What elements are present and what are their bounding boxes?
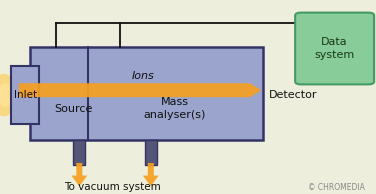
Text: To vacuum system: To vacuum system xyxy=(64,182,161,192)
Text: Mass
analyser(s): Mass analyser(s) xyxy=(144,97,206,120)
FancyArrow shape xyxy=(143,163,159,186)
Text: Inlet: Inlet xyxy=(14,90,37,100)
FancyArrow shape xyxy=(19,83,261,97)
FancyArrow shape xyxy=(71,163,87,186)
FancyBboxPatch shape xyxy=(295,13,374,84)
Text: Source: Source xyxy=(54,104,92,114)
Bar xyxy=(145,140,157,165)
Bar xyxy=(11,66,39,124)
Ellipse shape xyxy=(0,83,13,107)
Text: © CHROMEDIA: © CHROMEDIA xyxy=(308,183,365,192)
Ellipse shape xyxy=(0,74,17,116)
Text: Data
system: Data system xyxy=(314,37,355,60)
Text: Ions: Ions xyxy=(132,70,154,81)
Bar xyxy=(30,47,263,140)
Text: Detector: Detector xyxy=(269,90,317,100)
Bar xyxy=(73,140,85,165)
